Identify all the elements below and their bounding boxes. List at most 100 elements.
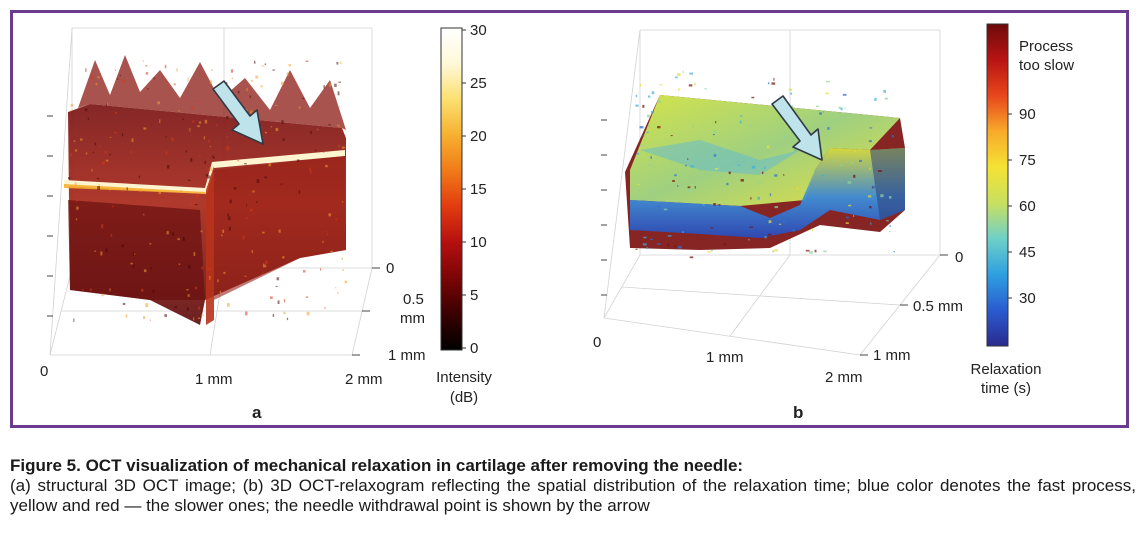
speckle bbox=[334, 83, 337, 87]
speckle bbox=[166, 231, 169, 235]
speckle bbox=[178, 263, 181, 265]
speckle bbox=[189, 128, 191, 132]
panel-b-x-tick-0: 0 bbox=[593, 334, 601, 351]
speckle bbox=[667, 235, 672, 237]
panel-a-y-tick-1-unit: mm bbox=[400, 310, 425, 327]
speckle bbox=[240, 97, 242, 99]
speckle bbox=[718, 166, 721, 169]
speckle bbox=[749, 226, 753, 228]
speckle bbox=[692, 125, 695, 127]
speckle bbox=[196, 100, 199, 103]
speckle bbox=[252, 190, 255, 192]
panel-b-cb-tick-45: 45 bbox=[1019, 244, 1036, 261]
speckle bbox=[195, 194, 199, 198]
speckle bbox=[209, 80, 213, 84]
speckle bbox=[889, 230, 891, 233]
speckle bbox=[190, 158, 193, 162]
speckle bbox=[265, 260, 268, 264]
speckle bbox=[99, 145, 101, 148]
speckle bbox=[325, 164, 328, 168]
speckle bbox=[281, 120, 284, 125]
speckle bbox=[685, 120, 687, 123]
speckle bbox=[126, 187, 128, 191]
speckle bbox=[302, 97, 305, 100]
speckle bbox=[772, 250, 775, 253]
speckle bbox=[853, 215, 855, 217]
speckle bbox=[702, 203, 705, 206]
speckle bbox=[69, 153, 73, 156]
speckle bbox=[774, 174, 778, 177]
panel-b-x-tick-1: 1 mm bbox=[706, 349, 744, 366]
speckle bbox=[167, 165, 170, 169]
speckle bbox=[244, 275, 247, 277]
speckle bbox=[791, 105, 794, 109]
speckle bbox=[825, 211, 827, 213]
speckle bbox=[251, 249, 253, 254]
speckle bbox=[68, 169, 71, 172]
speckle bbox=[275, 127, 279, 132]
speckle bbox=[114, 131, 117, 134]
speckle bbox=[310, 131, 312, 134]
speckle bbox=[337, 124, 340, 127]
speckle bbox=[100, 251, 103, 256]
panel-b-speckle bbox=[635, 70, 895, 259]
speckle bbox=[250, 110, 253, 114]
speckle bbox=[80, 138, 83, 141]
speckle bbox=[751, 165, 756, 169]
speckle bbox=[748, 124, 751, 127]
speckle bbox=[769, 193, 772, 197]
speckle bbox=[198, 121, 202, 124]
speckle bbox=[255, 75, 259, 79]
panel-b-cb-tick-60: 60 bbox=[1019, 198, 1036, 215]
speckle bbox=[70, 110, 72, 112]
speckle bbox=[212, 156, 215, 159]
speckle bbox=[73, 318, 75, 322]
speckle bbox=[73, 140, 76, 142]
speckle bbox=[245, 311, 248, 316]
speckle bbox=[869, 127, 873, 129]
panel-a-cb-title-line2: (dB) bbox=[450, 389, 478, 406]
panel-a-colorbar-ticks bbox=[462, 29, 466, 349]
speckle bbox=[682, 70, 684, 73]
speckle bbox=[323, 85, 325, 89]
speckle bbox=[262, 231, 265, 234]
speckle bbox=[646, 131, 649, 134]
speckle bbox=[688, 84, 693, 87]
speckle bbox=[764, 236, 767, 239]
speckle bbox=[652, 188, 655, 191]
speckle bbox=[771, 82, 776, 85]
speckle bbox=[766, 145, 770, 149]
speckle bbox=[109, 136, 112, 138]
speckle bbox=[110, 234, 113, 237]
speckle bbox=[237, 91, 240, 94]
speckle bbox=[751, 96, 755, 99]
speckle bbox=[812, 228, 814, 232]
speckle bbox=[74, 149, 78, 152]
speckle bbox=[249, 208, 253, 212]
speckle bbox=[762, 171, 764, 174]
speckle bbox=[190, 105, 193, 110]
speckle bbox=[207, 175, 211, 179]
speckle bbox=[302, 270, 306, 273]
panel-a-cb-tick-10: 10 bbox=[470, 234, 487, 251]
speckle bbox=[147, 88, 149, 90]
speckle bbox=[713, 130, 717, 133]
caption-body: (a) structural 3D OCT image; (b) 3D OCT-… bbox=[10, 476, 1136, 515]
speckle bbox=[758, 181, 762, 183]
speckle bbox=[687, 158, 689, 160]
speckle bbox=[119, 74, 121, 77]
figure-caption: Figure 5. OCT visualization of mechanica… bbox=[10, 456, 1136, 516]
speckle bbox=[893, 251, 895, 253]
speckle bbox=[203, 136, 205, 140]
speckle bbox=[648, 95, 651, 98]
speckle bbox=[778, 223, 782, 225]
speckle bbox=[707, 250, 711, 253]
speckle bbox=[149, 243, 152, 245]
speckle bbox=[682, 231, 684, 233]
speckle bbox=[212, 155, 214, 158]
speckle bbox=[272, 314, 275, 317]
speckle bbox=[643, 236, 647, 239]
speckle bbox=[111, 205, 114, 208]
speckle bbox=[114, 112, 117, 114]
panel-b-arrow-icon bbox=[771, 95, 823, 161]
